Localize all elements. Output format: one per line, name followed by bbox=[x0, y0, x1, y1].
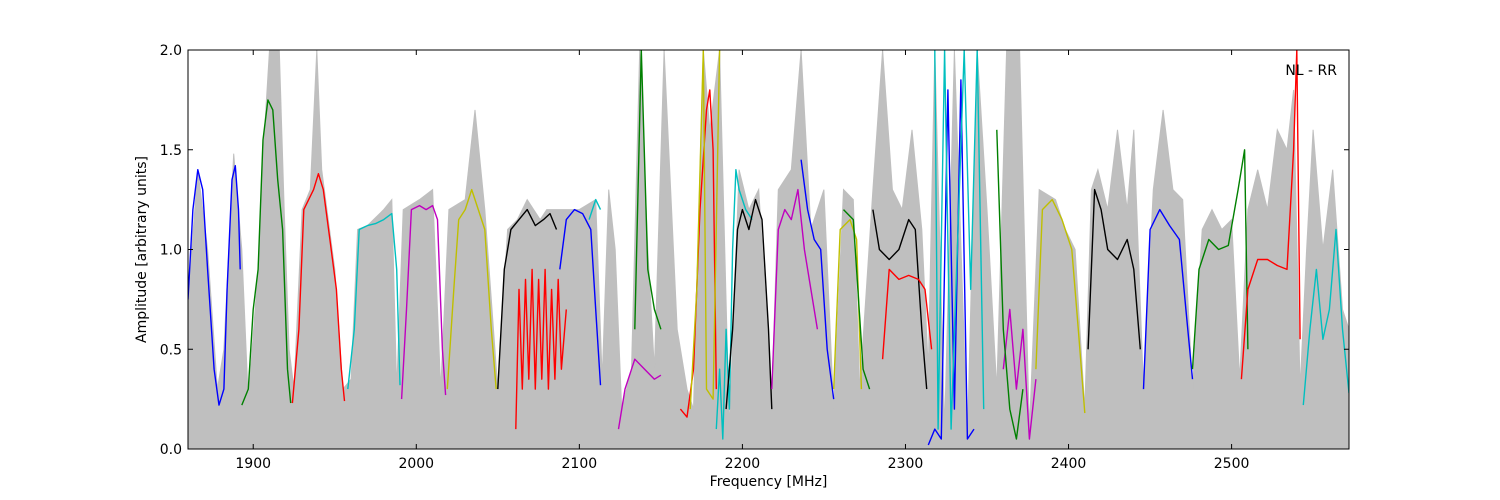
series-line-2 bbox=[291, 172, 346, 404]
series-line-10 bbox=[617, 358, 662, 430]
series-line-21 bbox=[881, 268, 933, 360]
series-line-26 bbox=[1035, 198, 1086, 414]
envelope-layer bbox=[188, 50, 1349, 449]
x-tick-label: 2000 bbox=[398, 456, 434, 472]
series-line-12 bbox=[679, 89, 717, 418]
y-tick-label: 0.5 bbox=[160, 342, 182, 358]
series-line-25 bbox=[996, 129, 1024, 440]
y-tick-label: 1.0 bbox=[160, 243, 182, 259]
x-tick-label: 2200 bbox=[725, 456, 761, 472]
series-line-8 bbox=[559, 208, 602, 386]
y-tick-label: 2.0 bbox=[160, 43, 182, 59]
x-tick-label: 2500 bbox=[1214, 456, 1250, 472]
series-line-9 bbox=[588, 198, 602, 220]
series-line-1 bbox=[241, 99, 292, 406]
series-line-22 bbox=[927, 79, 975, 446]
series-line-6 bbox=[497, 208, 558, 390]
series-line-29 bbox=[1191, 149, 1249, 370]
x-tick-label: 2300 bbox=[888, 456, 924, 472]
series-line-13 bbox=[689, 50, 721, 410]
series-line-11 bbox=[634, 50, 662, 330]
chart-annotation: NL - RR bbox=[1285, 63, 1337, 79]
series-line-7 bbox=[515, 268, 567, 430]
series-line-28 bbox=[1142, 208, 1194, 390]
series-line-20 bbox=[872, 209, 928, 390]
series-layer bbox=[188, 50, 1349, 446]
series-line-30 bbox=[1240, 50, 1301, 380]
series-line-17 bbox=[800, 159, 835, 400]
y-axis-label: Amplitude [arbitrary units] bbox=[134, 156, 150, 343]
envelope-band bbox=[188, 50, 1349, 449]
y-tick-label: 0.0 bbox=[160, 442, 182, 458]
series-line-3 bbox=[347, 212, 401, 390]
series-line-16 bbox=[771, 188, 819, 390]
series-line-27 bbox=[1087, 188, 1141, 350]
x-tick-label: 1900 bbox=[235, 456, 271, 472]
series-line-24 bbox=[1002, 308, 1037, 440]
x-tick-label: 2400 bbox=[1051, 456, 1087, 472]
y-tick-label: 1.5 bbox=[160, 143, 182, 159]
series-line-0 bbox=[188, 164, 241, 406]
y-axis-ticks: 0.0 0.5 1.0 1.5 2.0 bbox=[160, 43, 1349, 458]
series-line-14 bbox=[715, 168, 753, 440]
series-line-23 bbox=[934, 50, 985, 430]
x-tick-label: 2100 bbox=[562, 456, 598, 472]
series-line-15 bbox=[725, 198, 773, 410]
series-line-4 bbox=[400, 204, 447, 400]
series-line-31 bbox=[1302, 228, 1349, 406]
series-line-19 bbox=[843, 209, 871, 390]
x-axis-ticks: 1900 2000 2100 2200 2300 2400 2500 bbox=[235, 50, 1249, 472]
series-line-5 bbox=[446, 188, 497, 390]
x-axis-label: Frequency [MHz] bbox=[710, 474, 828, 490]
